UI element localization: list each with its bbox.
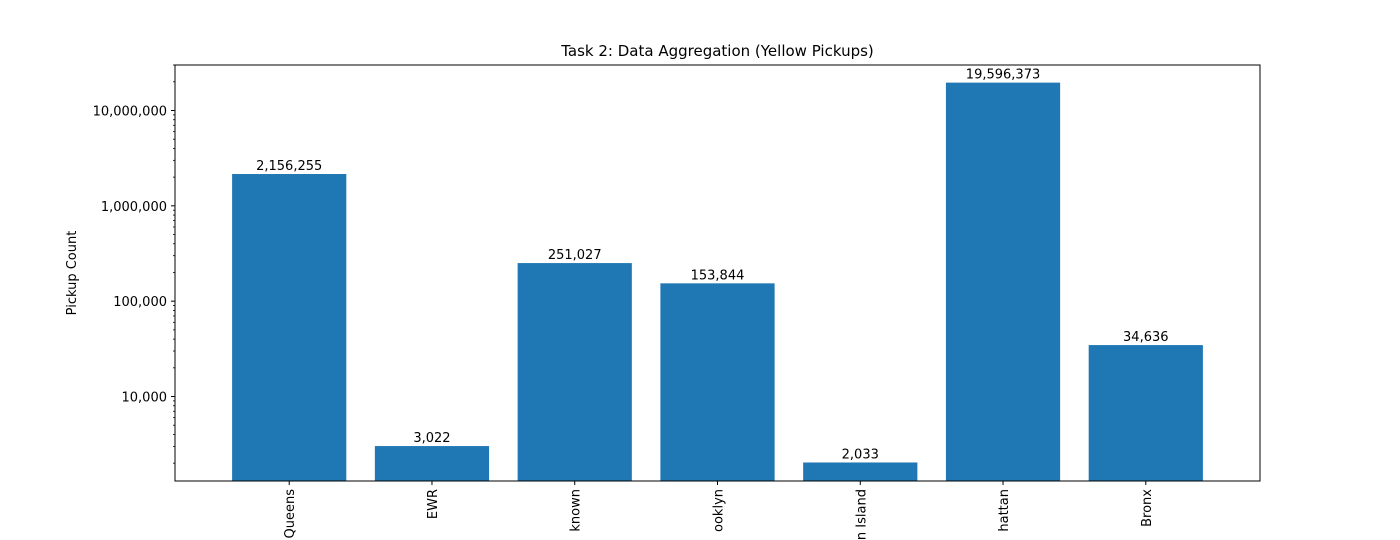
bar-value-label: 2,033 xyxy=(842,447,879,462)
bar-value-label: 19,596,373 xyxy=(966,68,1040,83)
bar-value-label: 2,156,255 xyxy=(256,159,322,174)
x-tick-label: EWR xyxy=(426,489,441,519)
y-tick-label: 1,000,000 xyxy=(101,200,167,215)
bar xyxy=(517,263,632,481)
bar-value-label: 34,636 xyxy=(1123,330,1169,345)
y-axis-label: Pickup Count xyxy=(65,231,80,316)
x-tick-label: n Island xyxy=(854,489,869,540)
y-tick-label: 10,000,000 xyxy=(93,104,167,119)
x-tick-label: known xyxy=(569,489,584,532)
bar xyxy=(803,462,918,481)
bar xyxy=(232,174,347,481)
chart-title: Task 2: Data Aggregation (Yellow Pickups… xyxy=(560,42,874,60)
plot-area xyxy=(232,82,1203,481)
bar-value-label: 251,027 xyxy=(548,248,602,263)
bar xyxy=(374,446,490,481)
bar-value-label: 3,022 xyxy=(413,431,450,446)
x-tick-label: Bronx xyxy=(1140,489,1155,527)
bar-value-label: 153,844 xyxy=(691,268,745,283)
x-tick-label: hattan xyxy=(997,489,1012,532)
plot-frame xyxy=(174,64,1261,482)
x-tick-label: Queens xyxy=(283,489,298,539)
x-tick-label: ooklyn xyxy=(712,489,727,532)
y-tick-label: 100,000 xyxy=(113,295,167,310)
y-tick-label: 10,000 xyxy=(122,391,168,406)
bar xyxy=(945,82,1061,481)
bar xyxy=(660,283,775,481)
bar xyxy=(1088,345,1203,481)
